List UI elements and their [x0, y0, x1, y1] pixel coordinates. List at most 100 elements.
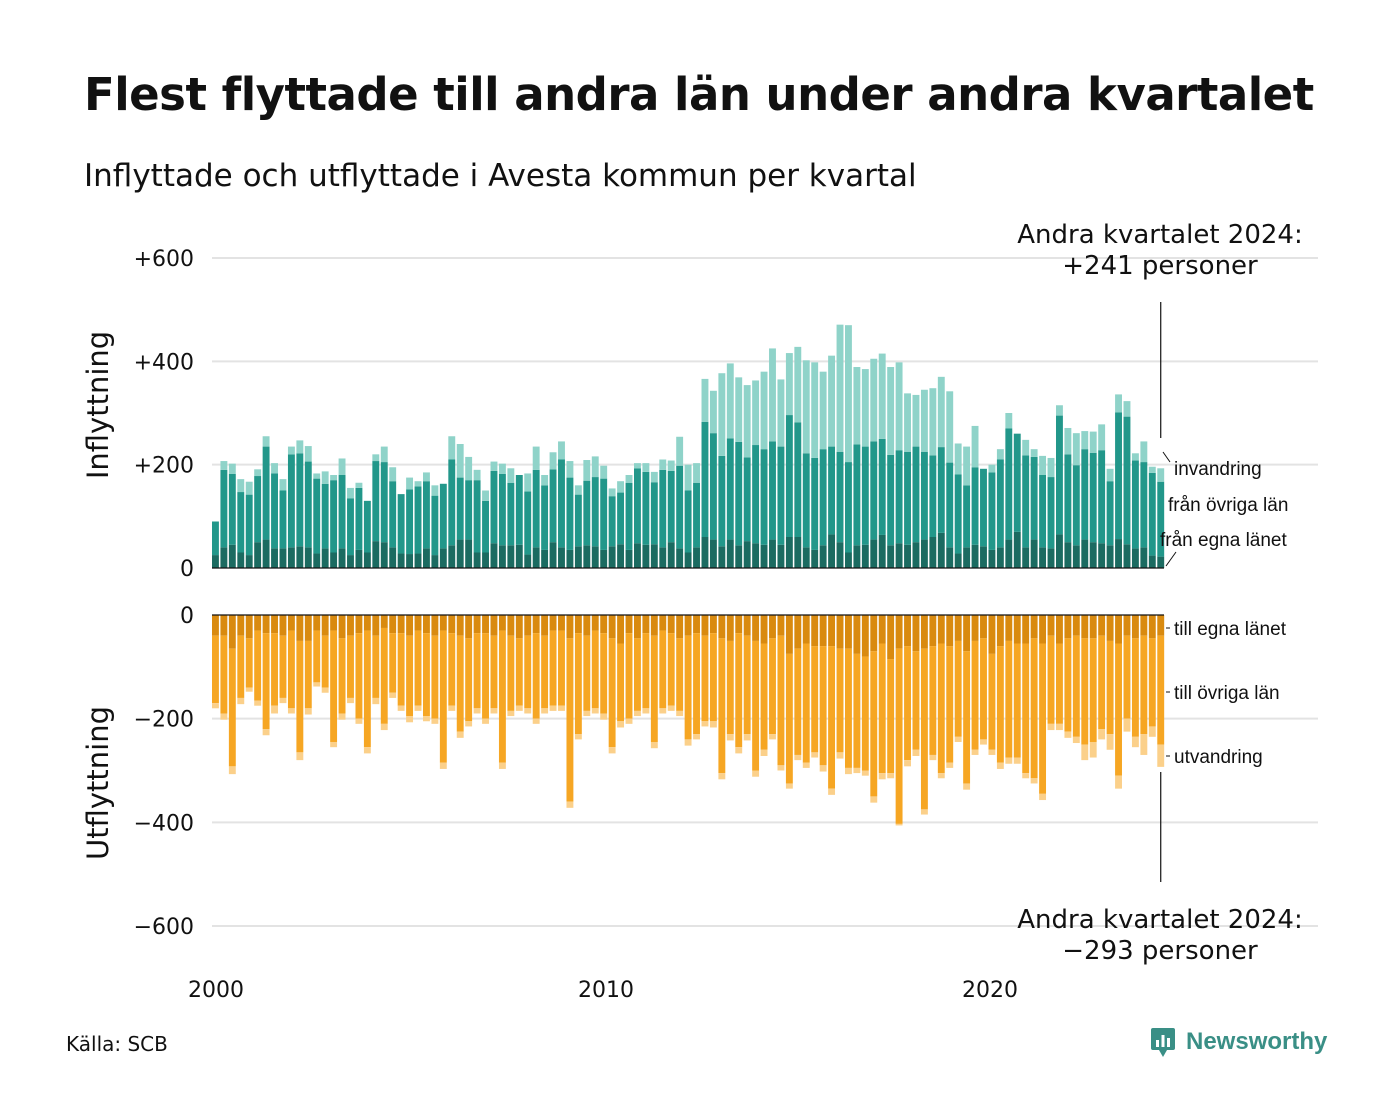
inflow-bar-segment	[811, 362, 819, 458]
outflow-bar-segment	[701, 615, 709, 636]
inflow-bar-segment	[271, 473, 278, 549]
inflow-bar-segment	[279, 479, 287, 491]
outflow-bar-segment	[954, 640, 962, 737]
outflow-bar-segment	[811, 615, 819, 647]
inflow-bar-segment	[456, 477, 464, 540]
inflow-bar-segment	[1064, 454, 1072, 543]
outflow-bar-segment	[861, 615, 869, 657]
outflow-bar-segment	[684, 635, 692, 740]
inflow-bar-segment	[473, 552, 481, 568]
inflow-bar-segment	[355, 549, 363, 568]
legend-fran-ovriga-lan: från övriga län	[1168, 495, 1288, 516]
inflow-bar-segment	[245, 481, 253, 495]
inflow-bar-segment	[313, 473, 321, 479]
inflow-bar-segment	[929, 388, 937, 456]
outflow-bar-segment	[490, 635, 498, 709]
inflow-bar-segment	[878, 438, 886, 535]
inflow-bar-segment	[490, 543, 498, 568]
top-annotation-title: Andra kvartalet 2024:	[1017, 220, 1302, 250]
inflow-bar-segment	[667, 542, 675, 568]
outflow-bar-segment	[254, 700, 262, 706]
inflow-bar-segment	[701, 378, 709, 422]
inflow-bars	[212, 324, 1165, 568]
outflow-bar-segment	[836, 752, 844, 759]
outflow-bar-segment	[1123, 615, 1131, 636]
outflow-bar-segment	[1030, 778, 1038, 784]
inflow-bar-segment	[946, 462, 954, 548]
inflow-bar-segment	[946, 391, 954, 463]
inflow-bar-segment	[971, 544, 979, 568]
inflow-bar-segment	[254, 469, 262, 477]
bottom-y-tick-label: −400	[134, 811, 194, 836]
outflow-bar-segment	[279, 635, 287, 698]
top-annotation-value: +241 personer	[1062, 251, 1258, 281]
outflow-bar-segment	[634, 615, 641, 639]
outflow-bar-segment	[321, 615, 329, 636]
inflow-bar-segment	[591, 456, 599, 478]
outflow-bar-segment	[625, 718, 633, 724]
inflow-bar-segment	[676, 436, 684, 466]
outflow-bar-segment	[355, 718, 363, 724]
inflow-bar-segment	[423, 481, 430, 549]
outflow-bar-segment	[895, 615, 903, 649]
outflow-bar-segment	[937, 643, 945, 774]
outflow-bar-segment	[228, 766, 236, 775]
outflow-bar-segment	[895, 823, 903, 826]
outflow-bar-segment	[330, 741, 338, 748]
inflow-bar-segment	[406, 477, 414, 490]
outflow-bar-segment	[769, 734, 776, 740]
inflow-bar-segment	[574, 546, 582, 568]
outflow-bar-segment	[608, 638, 616, 748]
bottom-annotation-value: −293 personer	[1062, 936, 1258, 966]
inflow-bar-segment	[760, 449, 768, 545]
inflow-bar-segment	[482, 552, 489, 568]
outflow-bar-segment	[558, 615, 565, 631]
bottom-y-tick-label: −200	[134, 708, 194, 733]
outflow-bar-segment	[262, 615, 270, 634]
inflow-bar-segment	[431, 555, 439, 568]
inflow-bar-segment	[372, 461, 380, 542]
inflow-bar-segment	[684, 490, 692, 553]
outflow-bar-segment	[1148, 726, 1156, 737]
inflow-bar-segment	[1013, 531, 1021, 568]
outflow-bar-segment	[887, 659, 895, 774]
inflow-bar-segment	[895, 543, 903, 568]
inflow-bar-segment	[853, 367, 861, 445]
inflow-bar-segment	[583, 545, 591, 568]
inflow-bar-segment	[414, 481, 422, 487]
outflow-bar-segment	[389, 615, 397, 634]
inflow-bar-segment	[1013, 433, 1021, 532]
inflow-bar-segment	[1005, 539, 1013, 568]
outflow-bar-segment	[212, 635, 219, 704]
bottom-annotation-title: Andra kvartalet 2024:	[1017, 905, 1302, 935]
inflow-bar-segment	[347, 487, 354, 499]
inflow-bar-segment	[1030, 539, 1038, 568]
inflow-bar-segment	[887, 367, 895, 455]
outflow-bar-segment	[853, 615, 861, 654]
inflow-bar-segment	[785, 415, 793, 537]
outflow-bar-segment	[887, 615, 895, 660]
outflow-bar-segment	[878, 643, 886, 774]
outflow-bar-segment	[389, 692, 397, 698]
inflow-bar-segment	[220, 469, 228, 548]
legend-invandring: invandring	[1174, 459, 1262, 480]
outflow-bar-segment	[1064, 731, 1072, 738]
outflow-bar-segment	[600, 633, 608, 714]
outflow-bar-segment	[431, 718, 439, 724]
inflow-bar-segment	[777, 446, 785, 545]
outflow-bar-segment	[760, 643, 768, 750]
outflow-bar-segment	[701, 721, 709, 727]
inflow-bar-segment	[1089, 452, 1097, 543]
inflow-bar-segment	[845, 325, 852, 463]
outflow-bar-segment	[498, 630, 506, 763]
outflow-bar-segment	[380, 615, 388, 628]
inflow-bar-segment	[262, 446, 270, 540]
inflow-bar-segment	[600, 465, 608, 479]
inflow-bar-segment	[549, 469, 557, 543]
outflow-bar-segment	[321, 635, 329, 688]
inflow-bar-segment	[1030, 449, 1038, 457]
outflow-bar-segment	[245, 615, 253, 639]
inflow-bar-segment	[642, 544, 650, 568]
inflow-bar-segment	[372, 454, 380, 462]
outflow-bar-segment	[819, 615, 827, 647]
